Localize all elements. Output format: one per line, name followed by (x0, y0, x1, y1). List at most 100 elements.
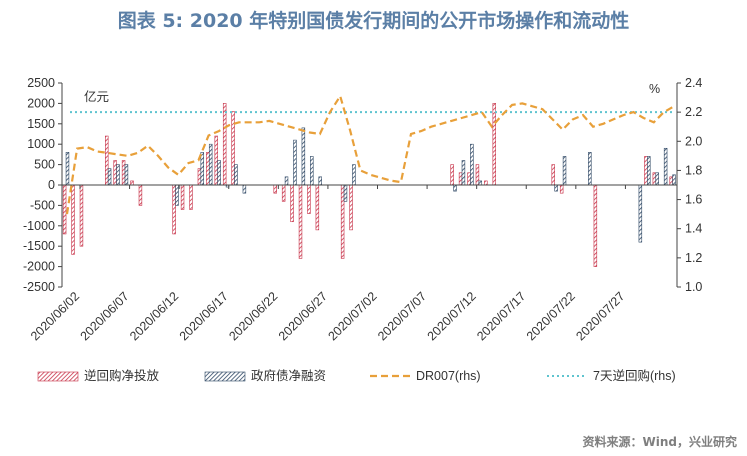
legend-label: 7天逆回购(rhs) (593, 368, 676, 383)
right-tick-label: 2.4 (685, 76, 702, 90)
bar-reverse-repo (281, 184, 286, 202)
bar-reverse-repo (206, 152, 210, 186)
bar-govt-bond (234, 164, 238, 186)
x-tick-label: 2020/07/22 (524, 289, 578, 343)
bar-reverse-repo (62, 184, 67, 235)
bar-govt-bond (318, 176, 322, 186)
bar-reverse-repo (180, 184, 185, 210)
bar-reverse-repo (484, 180, 488, 186)
legend-label: 政府债净融资 (251, 368, 326, 383)
bar-reverse-repo (290, 184, 294, 223)
left-tick-label: -1500 (23, 239, 55, 253)
bar-reverse-repo (222, 103, 227, 186)
bar-reverse-repo (189, 184, 193, 210)
bar-reverse-repo (307, 184, 311, 214)
bar-govt-bond (242, 184, 247, 194)
y-left-unit: 亿元 (84, 89, 109, 104)
bar-reverse-repo (105, 135, 109, 186)
left-tick-label: 1000 (27, 137, 55, 151)
legend-label: DR007(rhs) (416, 369, 481, 383)
bar-reverse-repo (458, 172, 463, 186)
bar-reverse-repo (669, 176, 673, 186)
x-tick-label: 2020/06/12 (127, 289, 181, 343)
left-tick-label: 2000 (27, 96, 55, 110)
bar-govt-bond (175, 184, 179, 206)
bar-govt-bond (588, 152, 592, 186)
bar-reverse-repo (475, 164, 480, 186)
x-tick-label: 2020/07/17 (474, 289, 528, 343)
y-right-unit: % (649, 82, 660, 96)
bar-govt-bond (655, 172, 659, 186)
bar-govt-bond (638, 184, 643, 243)
x-tick-label: 2020/06/17 (177, 289, 231, 343)
right-tick-label: 1.2 (685, 251, 702, 265)
left-tick-label: -2000 (23, 260, 55, 274)
left-tick-label: -1000 (23, 219, 55, 233)
bar-govt-bond (663, 147, 668, 186)
x-tick-label: 2020/07/02 (325, 289, 379, 343)
bar-reverse-repo (130, 180, 134, 186)
legend-swatch-reverse-repo (37, 371, 79, 382)
bar-reverse-repo (644, 156, 648, 186)
right-tick-label: 1.6 (685, 193, 702, 207)
bar-reverse-repo (273, 184, 277, 194)
bar-reverse-repo (298, 184, 303, 259)
left-tick-label: -500 (30, 198, 55, 212)
bar-govt-bond (562, 156, 567, 186)
bar-govt-bond (293, 139, 297, 186)
x-tick-label: 2020/06/02 (28, 289, 82, 343)
x-tick-label: 2020/07/07 (375, 289, 429, 343)
bar-reverse-repo (231, 111, 235, 186)
bar-govt-bond (647, 156, 651, 186)
left-tick-label: -2500 (23, 280, 55, 294)
bar-govt-bond (554, 184, 558, 192)
bar-reverse-repo (450, 164, 454, 186)
x-tick-label: 2020/06/07 (78, 289, 132, 343)
right-tick-label: 1.4 (685, 222, 702, 236)
bar-govt-bond (301, 127, 306, 186)
bar-reverse-repo (559, 184, 564, 194)
legend-swatch-govt-bond (204, 371, 246, 382)
bar-reverse-repo (593, 184, 598, 267)
bar-govt-bond (352, 164, 356, 186)
bar-reverse-repo (492, 103, 497, 186)
bar-govt-bond (217, 160, 221, 186)
bar-govt-bond (343, 184, 348, 202)
x-tick-label: 2020/06/27 (276, 289, 330, 343)
bar-govt-bond (453, 184, 457, 192)
bar-reverse-repo (113, 160, 117, 186)
bar-reverse-repo (551, 164, 555, 186)
left-tick-label: 500 (34, 158, 55, 172)
left-tick-label: 0 (48, 178, 55, 192)
right-tick-label: 2.0 (685, 134, 702, 148)
bar-govt-bond (461, 160, 466, 186)
right-tick-label: 1.8 (685, 163, 702, 177)
bar-govt-bond (470, 143, 474, 186)
bar-reverse-repo (652, 172, 657, 186)
bar-reverse-repo (214, 135, 218, 186)
left-tick-label: 2500 (27, 76, 55, 90)
bar-reverse-repo (197, 168, 202, 186)
bar-govt-bond (200, 152, 205, 186)
figure-title: 图表 5: 2020 年特别国债发行期间的公开市场操作和流动性 (117, 10, 630, 32)
bar-govt-bond (124, 164, 129, 186)
bar-reverse-repo (315, 184, 320, 231)
line-dr007 (65, 93, 675, 215)
bar-govt-bond (116, 164, 120, 186)
bar-reverse-repo (121, 160, 126, 186)
bar-reverse-repo (467, 172, 471, 186)
x-tick-label: 2020/06/22 (226, 289, 280, 343)
bar-govt-bond (65, 152, 70, 186)
bar-govt-bond (672, 174, 676, 186)
bar-reverse-repo (138, 184, 143, 206)
bar-reverse-repo (340, 184, 345, 259)
bar-govt-bond (478, 180, 483, 186)
bar-govt-bond (310, 156, 314, 186)
bar-govt-bond (208, 143, 213, 186)
source-note: 资料来源：Wind，兴业研究 (582, 435, 737, 449)
right-tick-label: 1.0 (685, 280, 702, 294)
bar-govt-bond (284, 176, 289, 186)
left-tick-label: 1500 (27, 117, 55, 131)
x-tick-label: 2020/07/27 (573, 289, 627, 343)
